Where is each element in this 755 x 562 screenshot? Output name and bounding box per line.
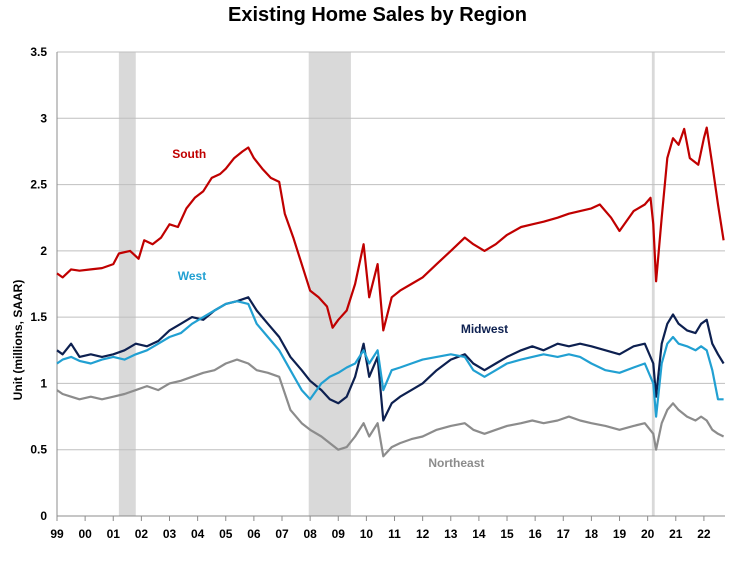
y-tick-label: 1.5 xyxy=(30,310,47,324)
x-tick-label: 17 xyxy=(557,527,571,541)
x-tick-label: 02 xyxy=(135,527,149,541)
y-tick-label: 3 xyxy=(40,111,47,125)
recession-band xyxy=(308,52,351,516)
x-tick-label: 08 xyxy=(303,527,317,541)
recession-shading-layer xyxy=(118,52,655,516)
x-tick-label: 13 xyxy=(444,527,458,541)
axis-layer: 0 0.5 1 1.5 2 2.5 3 3.5 99 00 01 02 03 04 05 06 07 08 09 10… xyxy=(30,45,725,541)
x-tick-label: 12 xyxy=(416,527,430,541)
x-tick-label: 18 xyxy=(585,527,599,541)
y-tick-label: 2.5 xyxy=(30,178,47,192)
series-label-layer: South Midwest West Northeast xyxy=(172,147,508,470)
series-layer xyxy=(56,126,725,458)
recession-band xyxy=(651,52,655,516)
series-line-northeast xyxy=(56,358,725,458)
chart-title: Existing Home Sales by Region xyxy=(228,4,527,26)
series-label-west: West xyxy=(178,269,206,283)
series-line-south xyxy=(56,126,725,332)
x-tick-label: 00 xyxy=(78,527,92,541)
x-tick-label: 04 xyxy=(191,527,205,541)
x-tick-label: 06 xyxy=(247,527,261,541)
series-label-northeast: Northeast xyxy=(428,456,484,470)
x-tick-label: 99 xyxy=(50,527,64,541)
series-label-south: South xyxy=(172,147,206,161)
x-tick-label: 09 xyxy=(332,527,346,541)
x-tick-label: 20 xyxy=(641,527,655,541)
y-tick-label: 0 xyxy=(40,509,47,523)
x-tick-label: 21 xyxy=(669,527,683,541)
x-tick-label: 22 xyxy=(697,527,711,541)
x-tick-label: 15 xyxy=(500,527,514,541)
x-tick-label: 14 xyxy=(472,527,486,541)
series-line-midwest xyxy=(56,296,725,422)
x-tick-label: 10 xyxy=(360,527,374,541)
y-tick-label: 0.5 xyxy=(30,443,47,457)
x-tick-label: 19 xyxy=(613,527,627,541)
y-tick-label: 1 xyxy=(40,376,47,390)
y-tick-label: 3.5 xyxy=(30,45,47,59)
grid-layer xyxy=(57,51,725,451)
x-tick-label: 03 xyxy=(163,527,177,541)
x-tick-label: 07 xyxy=(275,527,289,541)
series-line-west xyxy=(56,300,724,418)
x-tick-label: 01 xyxy=(107,527,121,541)
recession-band xyxy=(118,52,136,516)
x-tick-label: 16 xyxy=(528,527,542,541)
x-tick-label: 11 xyxy=(388,527,401,541)
series-label-midwest: Midwest xyxy=(461,322,508,336)
x-tick-label: 05 xyxy=(219,527,233,541)
y-tick-label: 2 xyxy=(40,244,47,258)
